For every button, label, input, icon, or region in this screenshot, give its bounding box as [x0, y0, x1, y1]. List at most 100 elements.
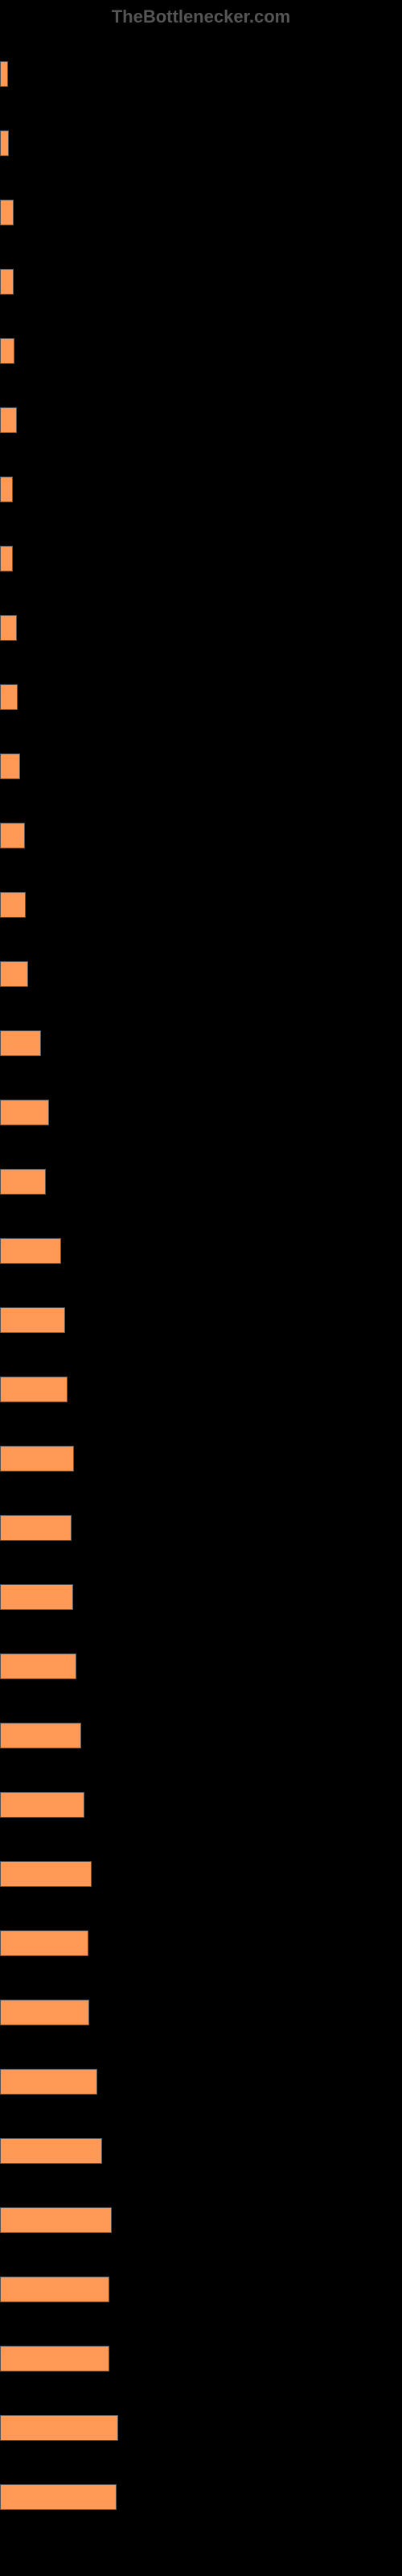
- chart-bar: [0, 1030, 41, 1056]
- chart-row-label: Bottleneck result: [2, 2053, 79, 2065]
- chart-row: Bottleneck result: [0, 2397, 402, 2467]
- chart-bar: [0, 1930, 88, 1956]
- chart-row-label: Bo: [2, 530, 14, 542]
- chart-bar: [0, 546, 13, 572]
- chart-row-label: Bottleneck result: [2, 2399, 79, 2411]
- chart-row-label: Bottleneck: [2, 1014, 51, 1026]
- chart-row-label: Bo: [2, 322, 14, 334]
- chart-row-label: Bottleneck result: [2, 1222, 79, 1234]
- chart-row: Bo: [0, 251, 402, 320]
- chart-row-label: Bo: [2, 253, 14, 265]
- chart-row: Bottle: [0, 805, 402, 874]
- chart-row-label: Bottleneck result: [2, 1430, 79, 1442]
- chart-bar: [0, 2138, 102, 2164]
- chart-row-label: Bottleneck result: [2, 1707, 79, 1719]
- chart-row: Bottleneck result: [0, 1982, 402, 2051]
- chart-row: Bottleneck result: [0, 1567, 402, 1636]
- chart-row: Bottleneck: [0, 1013, 402, 1082]
- chart-bar: [0, 2346, 109, 2372]
- chart-row-label: Bottleneck result: [2, 2468, 79, 2480]
- chart-row: B: [0, 113, 402, 182]
- chart-row-label: Bottleneck result: [2, 2122, 79, 2134]
- chart-bar: [0, 1515, 72, 1541]
- chart-row: Bottleneck result: [0, 2051, 402, 2120]
- chart-row-label: Bot: [2, 599, 18, 611]
- chart-row-label: Bott: [2, 668, 20, 680]
- chart-row-label: Bottlec: [2, 945, 34, 957]
- chart-bar: [0, 1792, 84, 1818]
- chart-row-label: Bottleneck result: [2, 1568, 79, 1580]
- chart-row: Bottleneck result: [0, 1290, 402, 1359]
- chart-row: Bo: [0, 182, 402, 251]
- chart-row-label: Bo: [2, 460, 14, 473]
- chart-row-label: Bottleneck result: [2, 1291, 79, 1303]
- chart-row: Bottleneck result: [0, 1359, 402, 1428]
- chart-row-label: Bottleneck result: [2, 1984, 79, 1996]
- chart-row-label: Bottleneck result: [2, 1845, 79, 1857]
- chart-row: Bottleneck r: [0, 1151, 402, 1220]
- chart-row-label: Bottleneck result: [2, 1360, 79, 1373]
- chart-row: Bottleneck result: [0, 1843, 402, 1913]
- chart-row: B: [0, 43, 402, 113]
- chart-row-label: B: [2, 114, 9, 126]
- chart-row-label: Bottle: [2, 807, 28, 819]
- chart-row-label: Bottleneck result: [2, 2191, 79, 2203]
- chart-bar: [0, 961, 28, 987]
- chart-row: Bottleneck result: [0, 1774, 402, 1843]
- chart-container: B B Bo Bo Bo Bot Bo Bo Bot Bott Bottl Bottle Bottle B…: [0, 43, 402, 2536]
- chart-bar: [0, 1307, 65, 1333]
- chart-bar: [0, 892, 26, 918]
- chart-bar: [0, 130, 9, 156]
- chart-bar: [0, 2415, 118, 2441]
- chart-bar: [0, 2484, 117, 2510]
- chart-bar: [0, 407, 17, 433]
- chart-row: Bottleneck result: [0, 1636, 402, 1705]
- chart-row-label: Bo: [2, 184, 14, 196]
- chart-bar: [0, 1169, 46, 1195]
- chart-bar: [0, 1238, 61, 1264]
- chart-bar: [0, 1653, 76, 1679]
- chart-bar: [0, 2277, 109, 2302]
- chart-row: Bot: [0, 597, 402, 667]
- chart-bar: [0, 1100, 49, 1125]
- chart-bar: [0, 2000, 89, 2025]
- chart-row: Bott: [0, 667, 402, 736]
- chart-bar: [0, 615, 17, 641]
- chart-bar: [0, 269, 14, 295]
- chart-row: Bo: [0, 528, 402, 597]
- chart-bar: [0, 1861, 92, 1887]
- chart-row-label: B: [2, 45, 9, 57]
- chart-row: Bottleneck result: [0, 1220, 402, 1290]
- chart-row: Bottleneck result: [0, 2259, 402, 2328]
- chart-row: Bottleneck result: [0, 1913, 402, 1982]
- chart-row: Bottlec: [0, 943, 402, 1013]
- chart-bar: [0, 823, 25, 848]
- chart-bar: [0, 61, 8, 87]
- chart-row: Bottleneck result: [0, 2467, 402, 2536]
- chart-row: Bo: [0, 459, 402, 528]
- chart-row: Bottleneck result: [0, 1705, 402, 1774]
- chart-row: Bottle: [0, 874, 402, 943]
- chart-row: Bottleneck result: [0, 2190, 402, 2259]
- chart-row: Bottleneck result: [0, 1428, 402, 1497]
- chart-row: Bottleneck re: [0, 1082, 402, 1151]
- watermark-text: TheBottlenecker.com: [0, 0, 402, 43]
- chart-row-label: Bottleneck result: [2, 2330, 79, 2342]
- chart-row: Bot: [0, 390, 402, 459]
- chart-row-label: Bottleneck r: [2, 1153, 57, 1165]
- chart-bar: [0, 2069, 97, 2095]
- chart-row-label: Bottl: [2, 737, 23, 749]
- chart-bar: [0, 753, 20, 779]
- chart-row: Bottleneck result: [0, 2120, 402, 2190]
- chart-bar: [0, 1446, 74, 1472]
- chart-row-label: Bottleneck re: [2, 1084, 63, 1096]
- chart-row-label: Bottleneck result: [2, 1637, 79, 1649]
- chart-bar: [0, 338, 14, 364]
- chart-bar: [0, 1584, 73, 1610]
- chart-bar: [0, 2207, 112, 2233]
- chart-row-label: Bottleneck result: [2, 1914, 79, 1926]
- chart-bar: [0, 1377, 68, 1402]
- chart-row-label: Bottleneck res: [2, 1499, 68, 1511]
- chart-row-label: Bottleneck result: [2, 1776, 79, 1788]
- chart-row-label: Bot: [2, 391, 18, 403]
